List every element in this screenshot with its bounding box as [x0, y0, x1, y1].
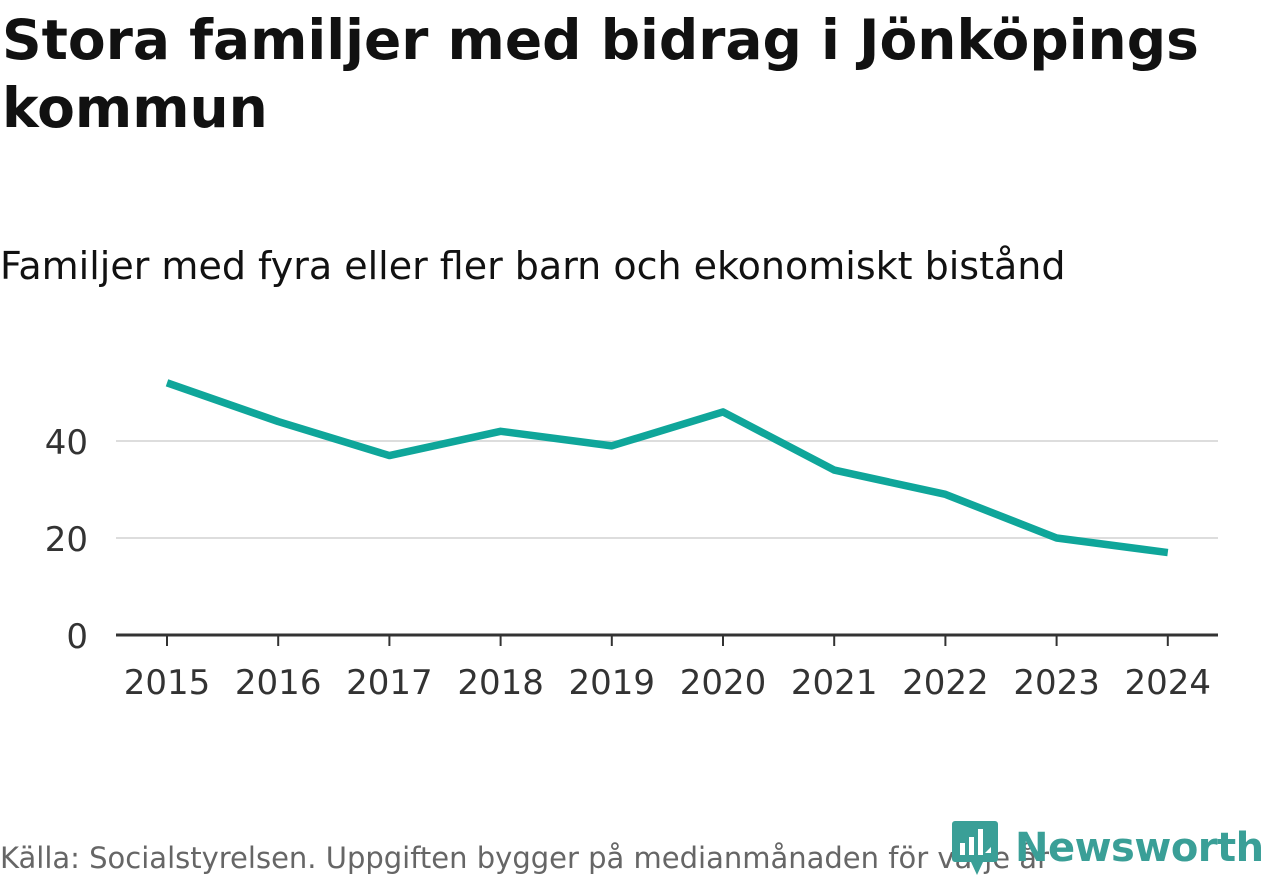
x-tick-label: 2015: [124, 663, 211, 703]
y-axis-ticks: 0 20 40: [45, 423, 88, 657]
x-tick-label: 2017: [346, 663, 433, 703]
x-tick-label: 2022: [902, 663, 989, 703]
chart-title: Stora familjer med bidrag i Jönköpings k…: [2, 8, 1199, 140]
y-tick-label: 20: [45, 520, 88, 560]
y-tick-label: 0: [66, 617, 88, 657]
x-tick-label: 2020: [680, 663, 767, 703]
x-tick-label: 2019: [569, 663, 656, 703]
x-tick-label: 2024: [1125, 663, 1212, 703]
x-tick-label: 2016: [235, 663, 322, 703]
x-tick-label: 2021: [791, 663, 878, 703]
series-line: [165, 379, 1169, 557]
source-note: Källa: Socialstyrelsen. Uppgiften bygger…: [0, 841, 1049, 875]
y-tick-label: 40: [45, 423, 88, 463]
newsworthy-logo-icon: [952, 821, 998, 875]
x-tick-label: 2023: [1013, 663, 1100, 703]
series: [165, 379, 1169, 557]
newsworthy-logo[interactable]: Newsworthy: [951, 818, 1262, 878]
newsworthy-logo-text: Newsworthy: [1015, 825, 1262, 871]
gridlines: [116, 440, 1218, 539]
x-axis-ticks: 2015 2016 2017 2018 2019 2020 2021 2022 2023 2024: [124, 635, 1211, 703]
chart-subtitle: Familjer med fyra eller fler barn och ek…: [0, 244, 1066, 288]
x-tick-label: 2018: [457, 663, 544, 703]
